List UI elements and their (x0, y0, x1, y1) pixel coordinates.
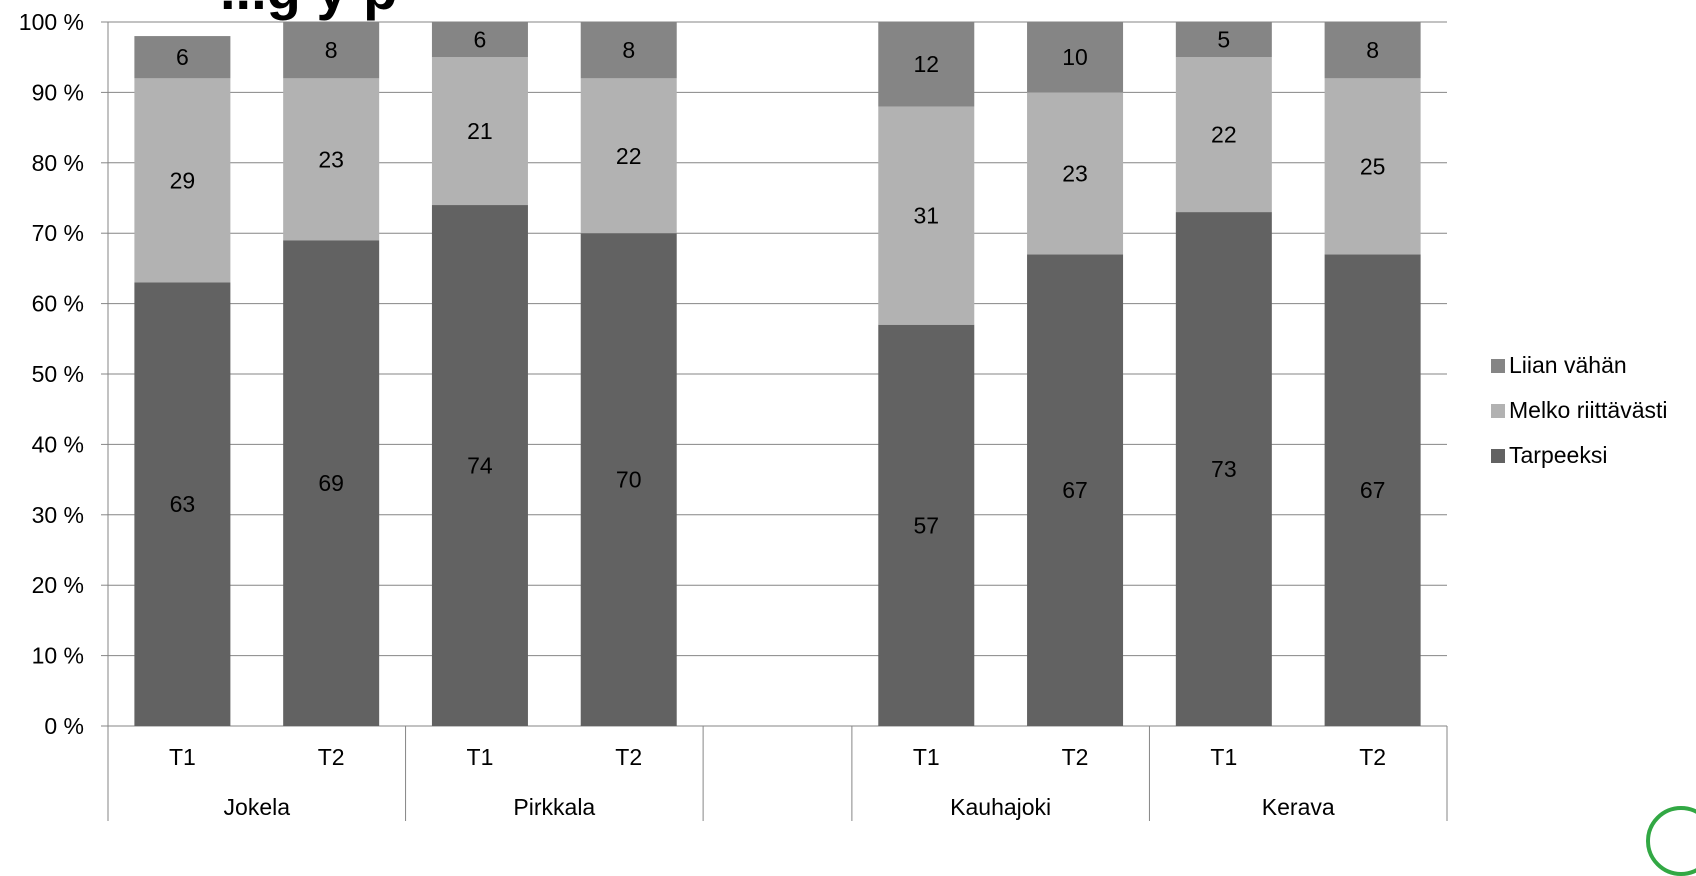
group-label: Jokela (224, 794, 291, 820)
bar-segment (1175, 22, 1272, 58)
bar-segment (1027, 92, 1124, 255)
bar-segment (1324, 22, 1421, 79)
data-label: 69 (318, 470, 344, 496)
bar-segment (580, 233, 677, 726)
bar-segment (134, 282, 231, 726)
data-label: 21 (467, 118, 493, 144)
bar-segment (134, 78, 231, 283)
y-tick-label: 100 % (19, 9, 84, 35)
legend-label-tarpeeksi: Tarpeeksi (1509, 442, 1608, 468)
data-label: 6 (176, 44, 189, 70)
data-label: 57 (913, 512, 939, 538)
data-label: 73 (1211, 456, 1237, 482)
stacked-bar-chart: 0 % 10 % 20 % 30 % 40 % 50 % 60 % 70 % 80 % 90 % 1… (19, 9, 1448, 821)
data-label: 8 (622, 37, 635, 63)
y-tick-label: 30 % (32, 502, 84, 528)
x-tick-label: T2 (615, 744, 642, 770)
y-tick-label: 80 % (32, 150, 84, 176)
data-label: 67 (1062, 477, 1088, 503)
y-tick-label: 70 % (32, 220, 84, 246)
legend-swatch-melko-riittavasti (1491, 404, 1505, 418)
x-tick-label: T1 (169, 744, 196, 770)
bar-segment (431, 205, 528, 727)
group-label: Kerava (1262, 794, 1335, 820)
data-label: 31 (913, 203, 939, 229)
y-tick-label: 20 % (32, 572, 84, 598)
x-tick-label: T2 (1062, 744, 1089, 770)
data-label: 22 (1211, 122, 1237, 148)
bar-segment (283, 78, 380, 241)
group-label: Kauhajoki (950, 794, 1051, 820)
legend-label-liian-vahan: Liian vähän (1509, 352, 1627, 378)
bar-segment (1027, 254, 1124, 726)
x-tick-label: T1 (913, 744, 940, 770)
bar-segment (1324, 78, 1421, 255)
bar-segment (431, 57, 528, 206)
legend-label-melko-riittavasti: Melko riittävästi (1509, 397, 1668, 423)
data-label: 22 (616, 143, 642, 169)
data-label: 23 (1062, 160, 1088, 186)
y-tick-label: 40 % (32, 431, 84, 457)
data-label: 74 (467, 453, 493, 479)
bar-segment (580, 78, 677, 234)
bar-segment (878, 106, 975, 325)
x-tick-label: T1 (467, 744, 494, 770)
legend-swatch-tarpeeksi (1491, 449, 1505, 463)
data-label: 23 (318, 146, 344, 172)
bar-segment (1175, 57, 1272, 213)
y-tick-label: 10 % (32, 643, 84, 669)
group-label: Pirkkala (513, 794, 595, 820)
data-label: 6 (474, 27, 487, 53)
bar-segment (283, 22, 380, 79)
bar-segment (1324, 254, 1421, 726)
legend: Liian vähän Melko riittävästi Tarpeeksi (1491, 352, 1667, 487)
data-label: 29 (170, 167, 196, 193)
y-tick-label: 0 % (44, 713, 84, 739)
bar-segment (878, 324, 975, 726)
y-tick-label: 90 % (32, 79, 84, 105)
data-label: 70 (616, 467, 642, 493)
chart-container: ...g y p 0 % 10 % 20 % 30 % 40 % 50 % 60 % 70 %… (19, 0, 1696, 876)
data-label: 67 (1360, 477, 1386, 503)
legend-item-tarpeeksi: Tarpeeksi (1491, 442, 1667, 487)
legend-item-liian-vahan: Liian vähän (1491, 352, 1667, 397)
data-label: 10 (1062, 44, 1088, 70)
x-tick-label: T2 (1359, 744, 1386, 770)
bar-segment (580, 22, 677, 79)
bar-segment (134, 36, 231, 79)
y-tick-label: 60 % (32, 291, 84, 317)
data-label: 12 (913, 51, 939, 77)
bar-segment (283, 240, 380, 727)
bar-segment (878, 22, 975, 107)
chart-title-fragment: ...g y p (220, 0, 397, 18)
data-label: 5 (1217, 27, 1230, 53)
legend-item-melko-riittavasti: Melko riittävästi (1491, 397, 1667, 442)
bar-segment (1027, 22, 1124, 93)
bar-segment (431, 22, 528, 58)
x-tick-label: T1 (1210, 744, 1237, 770)
data-label: 8 (1366, 37, 1379, 63)
legend-swatch-liian-vahan (1491, 359, 1505, 373)
data-label: 25 (1360, 153, 1386, 179)
data-label: 8 (325, 37, 338, 63)
bar-segment (1175, 212, 1272, 726)
data-label: 63 (170, 491, 196, 517)
y-tick-label: 50 % (32, 361, 84, 387)
x-tick-label: T2 (318, 744, 345, 770)
